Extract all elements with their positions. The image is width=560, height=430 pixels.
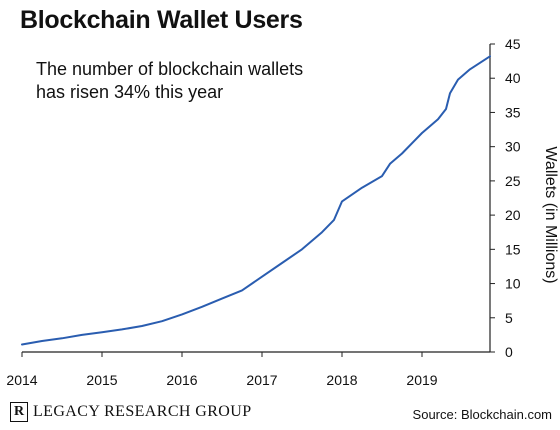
chart-series xyxy=(21,55,491,346)
annotation-line-2: has risen 34% this year xyxy=(36,82,224,102)
series-line-0 xyxy=(21,55,491,346)
y-axis-ticks: 0 5 10 15 20 25 30 35 40 45 xyxy=(490,36,521,360)
y-tick-label: 30 xyxy=(505,139,521,155)
y-tick-label: 40 xyxy=(505,70,521,86)
y-tick-label: 5 xyxy=(505,310,513,326)
y-tick-label: 25 xyxy=(505,173,521,189)
annotation-line-1: The number of blockchain wallets xyxy=(36,59,304,79)
x-tick-label: 2014 xyxy=(6,372,37,388)
brand-logo: R LEGACY RESEARCH GROUP xyxy=(10,402,252,422)
y-tick-label: 15 xyxy=(505,241,521,257)
x-tick-label: 2017 xyxy=(246,372,277,388)
chart-axes xyxy=(22,44,491,353)
y-tick-label: 10 xyxy=(505,276,521,292)
source-credit: Source: Blockchain.com xyxy=(412,407,552,422)
y-tick-label: 0 xyxy=(505,344,513,360)
y-tick-label: 35 xyxy=(505,104,521,120)
x-axis-ticks: 2014 2015 2016 2017 2018 2019 xyxy=(6,352,438,388)
chart-title: Blockchain Wallet Users xyxy=(20,6,303,34)
x-tick-label: 2019 xyxy=(406,372,437,388)
y-tick-label: 20 xyxy=(505,207,521,223)
x-tick-label: 2015 xyxy=(86,372,117,388)
brand-name: LEGACY RESEARCH GROUP xyxy=(33,403,252,420)
x-tick-label: 2018 xyxy=(326,372,357,388)
y-axis-label: Wallets (in Millions) xyxy=(542,146,559,283)
chart-annotation: The number of blockchain wallets has ris… xyxy=(36,58,326,104)
y-tick-label: 45 xyxy=(505,36,521,52)
x-tick-label: 2016 xyxy=(166,372,197,388)
brand-mark-icon: R xyxy=(10,402,28,422)
